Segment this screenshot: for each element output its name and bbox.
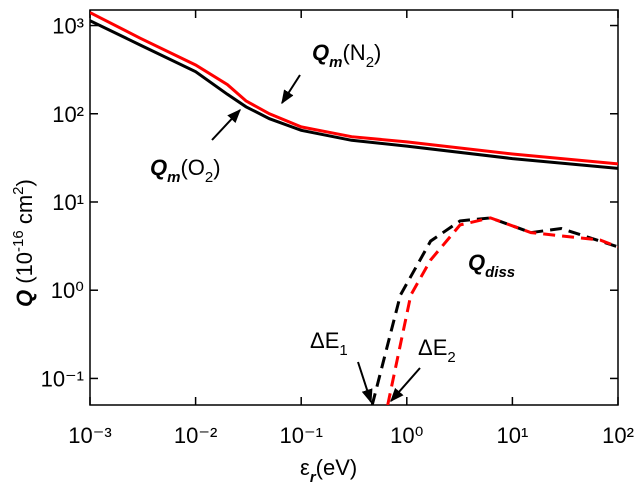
arrow xyxy=(390,367,421,403)
text-part: (eV) xyxy=(316,455,358,480)
text-part: 2 xyxy=(10,186,27,194)
x-tick-label: 10⁻³ xyxy=(68,423,111,448)
text-part: Q xyxy=(312,40,329,65)
text-part: (O xyxy=(180,155,204,180)
text-part: ΔE xyxy=(310,328,339,353)
text-part: (N xyxy=(342,40,365,65)
text-part: ) xyxy=(213,155,220,180)
annotation: ΔE1 xyxy=(310,328,348,359)
arrow xyxy=(281,74,301,105)
x-tick-label: 10⁰ xyxy=(390,423,423,448)
text-part: r xyxy=(310,469,317,486)
plot-area xyxy=(90,11,618,405)
text-part: cm xyxy=(12,195,37,230)
text-part: ) xyxy=(374,40,381,65)
series-line xyxy=(386,216,618,405)
series-line xyxy=(90,11,618,166)
annotation: Qm(O2) xyxy=(150,155,221,186)
text-part: diss xyxy=(485,264,515,281)
series-line xyxy=(90,19,618,170)
x-tick-label: 10² xyxy=(602,423,634,448)
y-axis-label: Q (10-16 cm2) xyxy=(10,179,37,307)
y-tick-label: 10⁰ xyxy=(51,278,84,303)
annotation: ΔE2 xyxy=(418,335,456,366)
arrow xyxy=(211,108,241,141)
x-tick-label: 10¹ xyxy=(497,423,529,448)
y-tick-label: 10³ xyxy=(52,14,84,39)
text-part: ) xyxy=(12,179,37,186)
text-part: Q xyxy=(150,155,167,180)
x-axis-label: εr(eV) xyxy=(300,455,357,486)
text-part: ε xyxy=(300,455,310,480)
y-tick-label: 10¹ xyxy=(52,190,84,215)
series-line xyxy=(370,216,618,405)
text-part: m xyxy=(167,169,180,186)
y-tick-label: 10² xyxy=(52,102,84,127)
arrow xyxy=(357,361,373,404)
text-part: ΔE xyxy=(418,335,447,360)
x-tick-label: 10⁻² xyxy=(174,423,217,448)
text-part: -16 xyxy=(10,230,27,252)
text-part: Q xyxy=(12,290,37,307)
text-part: 2 xyxy=(447,349,455,366)
text-part: (10 xyxy=(12,252,37,290)
text-part: m xyxy=(329,54,342,71)
text-part: Q xyxy=(468,250,485,275)
text-part: 2 xyxy=(366,54,374,71)
annotation: Qm(N2) xyxy=(312,40,381,71)
text-part: 1 xyxy=(339,342,347,359)
x-tick-label: 10⁻¹ xyxy=(279,423,322,448)
y-tick-label: 10⁻¹ xyxy=(41,366,84,391)
plot-frame xyxy=(89,9,619,406)
text-part: 2 xyxy=(205,169,213,186)
annotation: Qdiss xyxy=(468,250,515,281)
